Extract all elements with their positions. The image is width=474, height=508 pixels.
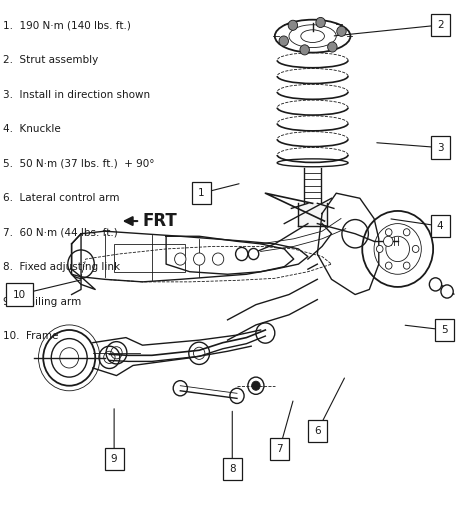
Circle shape — [429, 278, 442, 291]
FancyBboxPatch shape — [308, 420, 327, 442]
Text: 9: 9 — [111, 454, 118, 464]
Text: 10: 10 — [13, 290, 26, 300]
FancyBboxPatch shape — [223, 458, 242, 481]
Text: 9.  Trailing arm: 9. Trailing arm — [3, 297, 82, 306]
Text: 6.  Lateral control arm: 6. Lateral control arm — [3, 193, 119, 203]
Text: 3.  Install in direction shown: 3. Install in direction shown — [3, 90, 150, 100]
Text: 2.  Strut assembly: 2. Strut assembly — [3, 55, 98, 66]
Text: 5: 5 — [442, 325, 448, 335]
Circle shape — [376, 245, 383, 252]
Circle shape — [316, 17, 325, 27]
Text: 8: 8 — [229, 464, 236, 474]
Circle shape — [236, 247, 248, 261]
Text: FRT: FRT — [143, 212, 177, 230]
FancyBboxPatch shape — [105, 448, 124, 470]
Circle shape — [441, 285, 453, 298]
Text: 1: 1 — [198, 188, 205, 198]
Bar — [114, 244, 185, 272]
Text: 1.  190 N·m (140 lbs. ft.): 1. 190 N·m (140 lbs. ft.) — [3, 21, 131, 31]
Circle shape — [412, 245, 419, 252]
Text: 7.  60 N·m (44 lbs. ft.): 7. 60 N·m (44 lbs. ft.) — [3, 228, 118, 238]
Text: 5.  50 N·m (37 lbs. ft.)  + 90°: 5. 50 N·m (37 lbs. ft.) + 90° — [3, 159, 155, 169]
Circle shape — [193, 253, 205, 265]
Text: 4.  Knuckle: 4. Knuckle — [3, 124, 61, 134]
Circle shape — [385, 229, 392, 236]
Circle shape — [403, 229, 410, 236]
FancyBboxPatch shape — [6, 283, 33, 306]
Circle shape — [279, 36, 289, 46]
Circle shape — [212, 253, 224, 265]
Circle shape — [300, 45, 310, 55]
FancyBboxPatch shape — [431, 137, 450, 159]
Circle shape — [328, 42, 337, 52]
Circle shape — [337, 26, 346, 37]
Circle shape — [385, 262, 392, 269]
Circle shape — [403, 262, 410, 269]
Text: 2: 2 — [437, 20, 444, 30]
Circle shape — [174, 253, 186, 265]
FancyBboxPatch shape — [431, 14, 450, 36]
Text: 10.  Frame: 10. Frame — [3, 331, 58, 341]
FancyBboxPatch shape — [270, 438, 289, 460]
Text: 3: 3 — [437, 143, 444, 152]
Circle shape — [288, 20, 298, 30]
Text: 4: 4 — [437, 221, 444, 231]
Circle shape — [248, 248, 259, 260]
Text: 6: 6 — [314, 426, 320, 436]
FancyBboxPatch shape — [436, 319, 455, 341]
Circle shape — [383, 236, 393, 246]
Circle shape — [252, 381, 260, 390]
FancyBboxPatch shape — [192, 182, 211, 204]
Text: 8.  Fixed adjusting link: 8. Fixed adjusting link — [3, 262, 120, 272]
Text: 7: 7 — [276, 444, 283, 454]
FancyBboxPatch shape — [431, 215, 450, 237]
